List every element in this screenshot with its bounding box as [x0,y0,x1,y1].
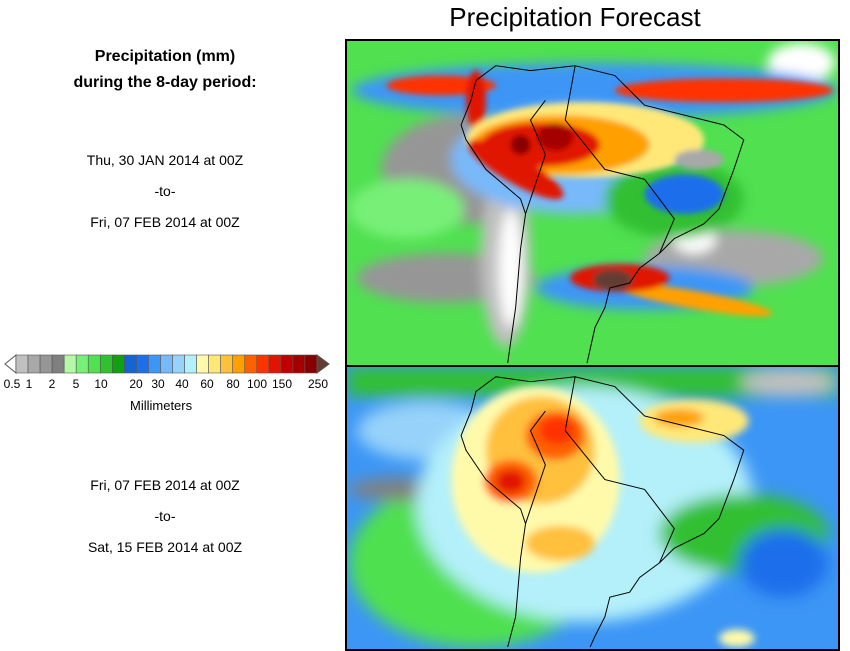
colorbar-label: Millimeters [130,398,193,413]
colorbar-cell [256,354,270,374]
colorbar-cell [75,354,89,374]
colorbar-tick-label: 0.5 [3,377,21,391]
colorbar-cell [232,354,246,374]
colorbar-cell [27,354,41,374]
colorbar-cell [160,354,173,374]
colorbar-tick-label: 150 [271,377,293,391]
colorbar-cell [63,354,77,374]
colorbar-cell [99,354,113,374]
colorbar-tick-label: 10 [94,377,108,391]
coastline [460,376,745,648]
colorbar-cell [196,354,209,374]
subtitle-line-1: Precipitation (mm) [94,48,236,65]
colorbar-cell [51,354,65,374]
colorbar-tick-label: 5 [72,377,80,391]
subtitle-line-2: during the 8-day period: [73,74,257,91]
colorbar-cell [87,354,101,374]
map-panel-1 [345,39,840,367]
period-2-label: Fri, 07 FEB 2014 at 00Z -to- Sat, 15 FEB… [0,470,330,563]
colorbar-cell [112,354,125,374]
colorbar-tick-label: 1 [25,377,33,391]
period-1-label: Thu, 30 JAN 2014 at 00Z -to- Fri, 07 FEB… [0,145,330,238]
colorbar-tick-label: 2 [48,377,56,391]
colorbar-cell [208,354,221,374]
colorbar-cell [184,354,197,374]
colorbar-cell [172,354,185,374]
colorbar-over-arrow [316,354,330,374]
colorbar-cell [15,354,29,374]
colorbar-legend: 0.5 1 2 5 10 20 30 40 60 80 100 150 250 Millimeters [0,350,340,420]
colorbar-tick-label: 40 [175,377,189,391]
colorbar-under-arrow [4,353,17,375]
period-2-sep: -to- [154,508,176,524]
precip-map-1 [347,41,838,365]
subtitle: Precipitation (mm) during the 8-day peri… [0,44,330,96]
rain-band [614,78,834,103]
colorbar-tick-label: 100 [246,377,268,391]
period-1-to: Fri, 07 FEB 2014 at 00Z [90,214,240,230]
coastline [460,65,745,364]
colorbar-cell [136,354,149,374]
colorbar [4,353,330,375]
colorbar-cell [39,354,53,374]
colorbar-cell [292,354,306,374]
colorbar-cell [244,354,258,374]
colorbar-tick-label: 80 [226,377,240,391]
colorbar-cell [124,354,137,374]
colorbar-cell [220,354,234,374]
colorbar-tick-label: 250 [307,377,329,391]
period-2-to: Sat, 15 FEB 2014 at 00Z [87,539,243,555]
period-1-sep: -to- [154,183,176,199]
chart-title: Precipitation Forecast [449,2,701,32]
colorbar-cell [148,354,161,374]
colorbar-cell [280,354,294,374]
colorbar-tick-label: 30 [151,377,165,391]
colorbar-tick-label: 60 [200,377,214,391]
period-1-from: Thu, 30 JAN 2014 at 00Z [86,152,244,168]
map-panel-2 [345,365,840,651]
colorbar-tick-label: 20 [129,377,143,391]
precip-map-2 [347,367,838,649]
period-2-from: Fri, 07 FEB 2014 at 00Z [90,477,240,493]
colorbar-cell [268,354,282,374]
colorbar-cell [304,354,318,374]
